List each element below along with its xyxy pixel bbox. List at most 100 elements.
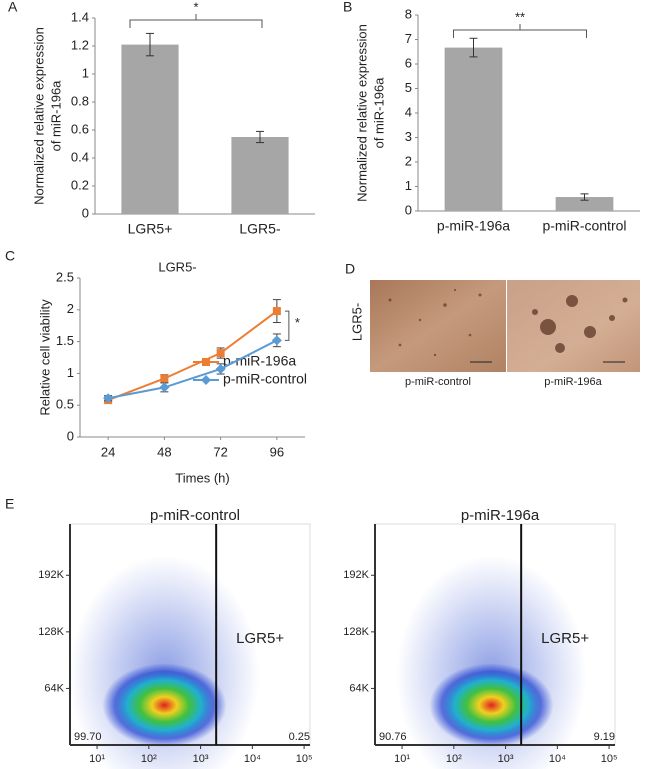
y-tick-label: 3 [405,129,412,144]
y-tick-label: 64K [349,682,369,694]
y-tick-label: 1 [405,178,412,193]
quadrant-label: 0.25 [289,731,310,743]
y-tick-label: 0.4 [71,149,89,164]
marker [272,307,281,316]
y-tick-label: 128K [38,626,64,638]
marker [103,393,114,404]
x-tick-label: 24 [101,444,115,459]
y-tick-label: 0 [67,428,74,443]
y-tick-label: 1 [82,65,89,80]
x-tick-label: p-miR-control [542,218,626,234]
y-tick-label: 1.2 [71,37,89,52]
x-tick-label: LGR5- [239,221,281,237]
significance-bracket [129,14,263,28]
image-label: p-miR-196a [544,376,602,388]
x-tick-label: 10⁵ [296,753,313,765]
y-axis-label: Relative cell viability [37,299,52,416]
y-tick-label: 8 [405,6,412,21]
density-cloud [429,663,554,748]
gate-label: LGR5+ [236,630,284,647]
y-tick-label: 6 [405,55,412,70]
panel-d: D LGR5- p-miR-control p-miR-196a [345,261,640,388]
legend-marker [201,375,211,385]
micro-image [370,280,506,372]
y-tick-label: 128K [343,626,369,638]
significance-label: * [295,315,300,330]
chart-title: LGR5- [158,259,196,274]
x-tick-label: 96 [270,444,284,459]
significance-bracket [453,24,587,38]
image-texture [388,288,482,357]
gate-label: LGR5+ [541,630,589,647]
density-cloud [102,663,227,748]
y-axis-label: of miR-196a [48,80,63,152]
x-tick-label: 10² [446,753,462,765]
panel-letter: C [5,248,15,264]
series-line [107,339,278,400]
micro-image [507,280,640,372]
significance-label: * [193,0,198,14]
x-tick-label: LGR5+ [128,221,173,237]
legend-label: p-miR-control [223,371,307,387]
panel-letter: B [343,0,352,15]
significance-label: ** [515,9,525,24]
marker [160,374,169,383]
chart-title: p-miR-control [150,507,240,524]
legend-label: p-miR-196a [223,353,296,369]
y-axis-label: Normalized relative expression [354,24,369,202]
y-tick-label: 0.6 [71,121,89,136]
panel-letter: D [345,261,355,277]
quadrant-label: 9.19 [594,731,615,743]
y-tick-label: 0.8 [71,93,89,108]
bar [555,197,614,211]
x-tick-label: 10⁴ [244,753,261,765]
y-tick-label: 4 [405,104,412,119]
y-tick-label: 192K [343,569,369,581]
y-tick-label: 2 [67,301,74,316]
x-tick-label: 72 [213,444,227,459]
x-tick-label: 10² [141,753,157,765]
image-label: p-miR-control [405,376,471,388]
y-tick-label: 0 [82,205,89,220]
panel-letter: E [5,496,14,512]
bar [231,137,289,214]
marker [271,335,282,346]
y-tick-label: 0.2 [71,177,89,192]
x-tick-label: 10¹ [394,753,410,765]
y-axis-label: of miR-196a [371,77,386,149]
y-tick-label: 64K [44,682,64,694]
marker [216,349,225,358]
bar [121,44,179,214]
legend-marker [202,358,210,366]
y-tick-label: 0.5 [56,397,74,412]
y-tick-label: 192K [38,569,64,581]
y-axis-label: Normalized relative expression [31,27,46,205]
quadrant-label: 90.76 [379,731,407,743]
x-tick-label: 48 [157,444,171,459]
x-tick-label: p-miR-196a [437,218,510,234]
panel-letter: A [8,0,18,15]
marker [159,382,170,393]
x-tick-label: 10¹ [89,753,105,765]
quadrant-label: 99.70 [74,731,102,743]
x-axis-label: Times (h) [175,470,229,485]
bar [444,47,503,212]
significance-bracket [284,310,290,341]
series-line [107,310,278,402]
marker [215,363,226,374]
x-tick-label: 10³ [498,753,514,765]
y-tick-label: 1.4 [71,9,89,24]
x-tick-label: 10³ [193,753,209,765]
y-tick-label: 1 [67,365,74,380]
y-tick-label: 0 [405,202,412,217]
y-tick-label: 1.5 [56,333,74,348]
x-tick-label: 10⁵ [601,753,618,765]
chart-title: p-miR-196a [461,507,540,524]
colony-spots [532,295,628,353]
y-tick-label: 2 [405,153,412,168]
y-tick-label: 5 [405,80,412,95]
y-tick-label: 2.5 [56,269,74,284]
y-tick-label: 7 [405,31,412,46]
x-tick-label: 10⁴ [549,753,566,765]
